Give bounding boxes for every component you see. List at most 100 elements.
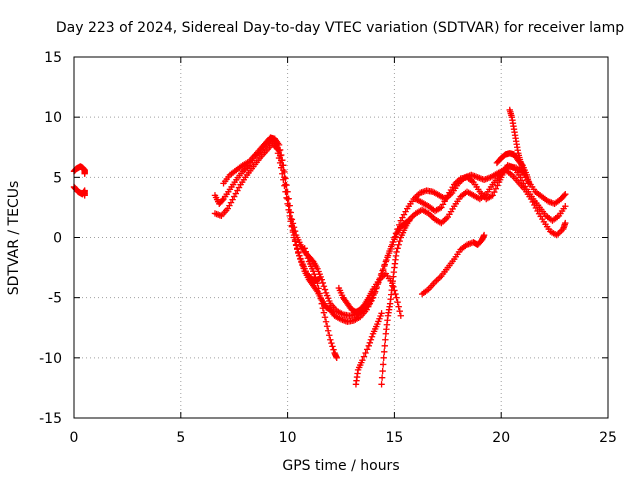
- data-point: [393, 248, 400, 256]
- y-tick-label: 15: [44, 50, 62, 66]
- data-point: [324, 327, 332, 334]
- data-point: [333, 354, 340, 362]
- data-point: [397, 312, 405, 319]
- data-point: [561, 192, 568, 199]
- data-point: [494, 182, 501, 189]
- data-point: [304, 255, 312, 262]
- y-tick-label: 10: [44, 110, 62, 126]
- data-point: [326, 332, 333, 339]
- data-point: [380, 354, 387, 362]
- series-arc-2: [70, 183, 88, 199]
- data-point: [362, 349, 369, 357]
- data-point: [276, 146, 284, 154]
- data-point: [312, 274, 319, 281]
- x-tick-label: 15: [385, 430, 403, 446]
- axis-ticks: [73, 56, 609, 419]
- data-points: [70, 106, 569, 388]
- data-point: [81, 170, 88, 177]
- data-point: [393, 294, 400, 301]
- data-point: [303, 251, 311, 259]
- data-point: [381, 261, 388, 268]
- data-point: [321, 314, 329, 321]
- series-arc-8: [352, 310, 385, 388]
- data-point: [384, 252, 392, 259]
- data-point: [281, 174, 288, 181]
- data-point: [390, 283, 397, 291]
- series-arc-1: [70, 163, 88, 177]
- data-point: [379, 367, 386, 375]
- data-point: [360, 353, 368, 360]
- data-point: [281, 168, 288, 176]
- data-point: [395, 241, 402, 248]
- data-point: [396, 221, 403, 229]
- data-point: [359, 357, 366, 364]
- y-tick-label: 5: [53, 170, 62, 186]
- data-point: [318, 300, 325, 307]
- data-point: [396, 237, 403, 245]
- data-point: [379, 265, 387, 273]
- data-point: [277, 151, 285, 159]
- data-point: [378, 310, 385, 317]
- data-point: [289, 220, 297, 227]
- data-point: [491, 188, 498, 196]
- data-point: [284, 188, 291, 195]
- data-point: [315, 285, 322, 292]
- data-point: [313, 277, 320, 284]
- series-arc-7: [335, 270, 405, 319]
- y-tick-label: -5: [48, 291, 62, 307]
- data-point: [279, 156, 286, 164]
- data-point: [294, 245, 301, 252]
- data-point: [321, 286, 329, 293]
- data-point: [319, 279, 327, 287]
- x-tick-label: 0: [70, 430, 79, 446]
- y-axis-label: SDTVAR / TECUs: [6, 181, 22, 296]
- series-arc-13: [506, 106, 528, 179]
- series-arc-11: [412, 162, 569, 224]
- y-tick-labels: -15 -10 -5 0 5 10 15: [39, 50, 62, 427]
- data-point: [521, 171, 528, 179]
- series-arc-9: [378, 166, 569, 388]
- data-point: [381, 342, 388, 349]
- y-tick-label: 0: [53, 231, 62, 247]
- data-point: [283, 181, 290, 189]
- data-point: [297, 255, 304, 263]
- data-point: [316, 290, 323, 297]
- y-tick-label: -10: [39, 351, 62, 367]
- x-tick-label: 25: [599, 430, 617, 446]
- series-arc-4: [211, 140, 413, 325]
- x-tick-label: 20: [492, 430, 510, 446]
- data-point: [368, 333, 376, 340]
- data-point: [379, 361, 387, 368]
- data-point: [317, 295, 324, 302]
- data-point: [219, 196, 226, 204]
- data-point: [389, 238, 396, 246]
- data-point: [562, 203, 569, 210]
- data-point: [282, 175, 289, 182]
- data-point: [320, 283, 328, 290]
- data-point: [323, 323, 331, 330]
- x-axis-label: GPS time / hours: [282, 458, 399, 474]
- data-point: [275, 141, 283, 149]
- data-point: [81, 192, 88, 199]
- data-point: [391, 234, 398, 241]
- data-point: [287, 209, 295, 216]
- data-point: [562, 190, 569, 198]
- data-point: [319, 304, 327, 312]
- data-point: [387, 243, 395, 250]
- x-tick-labels: 0 5 10 15 20 25: [70, 430, 617, 446]
- data-point: [288, 216, 296, 223]
- data-point: [525, 180, 533, 187]
- data-point: [275, 147, 283, 155]
- x-tick-label: 10: [279, 430, 297, 446]
- data-point: [395, 303, 402, 310]
- data-point: [392, 230, 400, 237]
- data-point: [291, 227, 299, 235]
- data-point: [396, 308, 403, 315]
- data-point: [394, 298, 401, 306]
- data-point: [318, 276, 325, 283]
- data-point: [310, 267, 317, 275]
- data-point: [302, 248, 309, 255]
- data-point: [329, 343, 336, 350]
- data-point: [394, 245, 401, 252]
- series-arc-6: [301, 245, 340, 362]
